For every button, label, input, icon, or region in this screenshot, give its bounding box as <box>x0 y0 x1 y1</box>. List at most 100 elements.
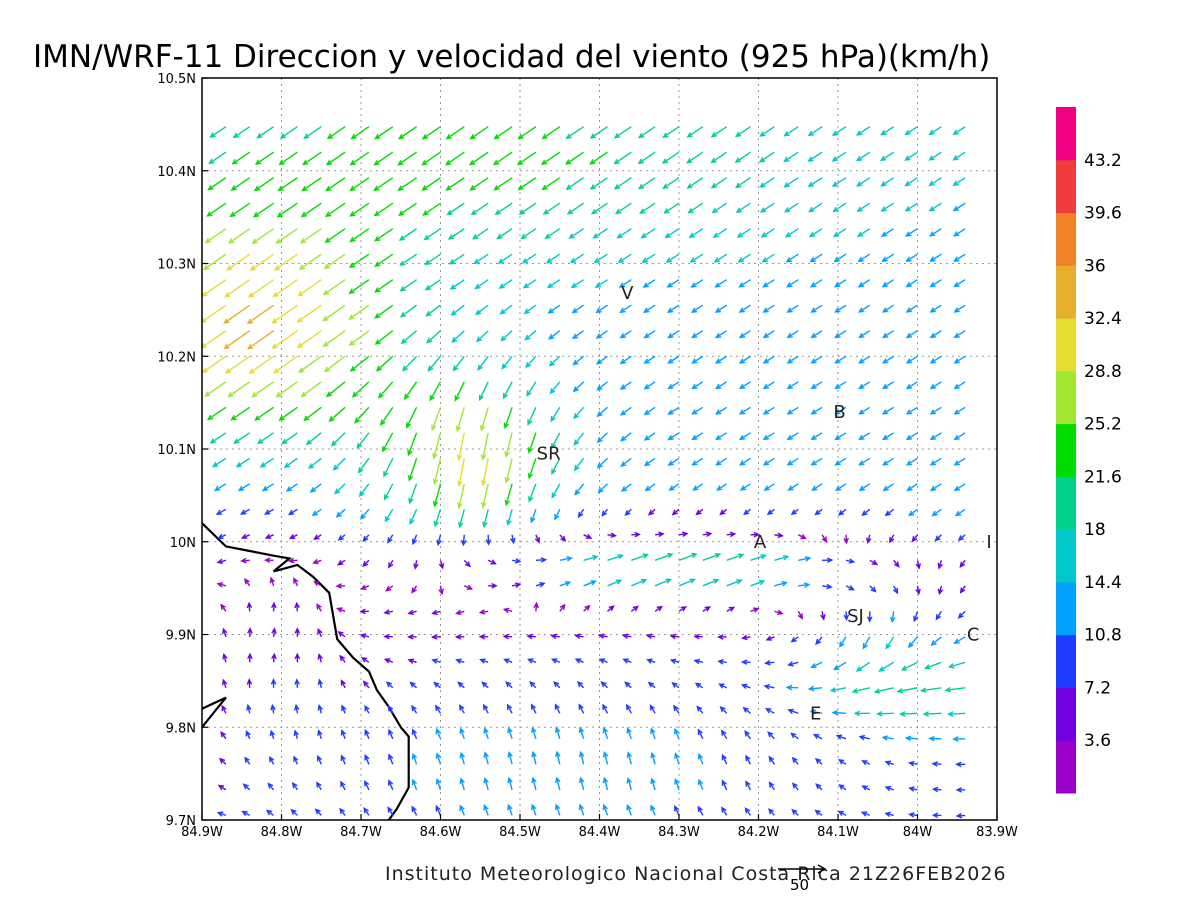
wind-vector <box>809 279 823 288</box>
wind-vector <box>738 432 751 441</box>
wind-vector <box>750 579 766 587</box>
wind-vector-head <box>834 332 841 339</box>
wind-vector-head <box>362 535 369 543</box>
wind-vector-shaft <box>302 177 322 192</box>
wind-vector-head <box>411 805 417 813</box>
wind-vector <box>631 553 650 561</box>
wind-vector-head <box>643 332 650 339</box>
wind-vector-shaft <box>279 406 298 421</box>
wind-vector <box>463 559 471 568</box>
wind-vector-shaft <box>907 483 918 491</box>
wind-vector-head <box>494 209 501 215</box>
wind-vector <box>810 406 823 415</box>
wind-vector-head <box>691 434 698 441</box>
wind-vector-head <box>496 233 503 240</box>
wind-vector-head <box>248 368 255 374</box>
wind-vector-head <box>566 556 573 562</box>
wind-vector-head <box>235 461 243 468</box>
wind-vector-head <box>666 282 673 288</box>
wind-vector <box>873 687 894 694</box>
wind-vector-shaft <box>687 151 704 164</box>
wind-vector-head <box>737 257 744 263</box>
wind-vector <box>559 581 572 587</box>
wind-vector <box>613 126 632 139</box>
wind-vector <box>448 253 465 265</box>
wind-vector <box>721 729 728 740</box>
wind-vector-shaft <box>905 126 918 135</box>
wind-vector-head <box>469 133 476 140</box>
wind-vector <box>905 457 918 466</box>
wind-vector <box>480 432 489 461</box>
wind-vector <box>483 751 489 765</box>
wind-vector-head <box>348 288 355 295</box>
wind-vector <box>239 508 251 515</box>
wind-vector-head <box>411 704 417 712</box>
wind-vector <box>413 560 419 570</box>
wind-vector-head <box>244 756 250 763</box>
wind-vector-head <box>736 579 743 585</box>
wind-vector-head <box>407 609 414 615</box>
wind-vector-shaft <box>306 432 322 445</box>
wind-vector-head <box>313 580 320 587</box>
chart-title: IMN/WRF-11 Direccion y velocidad del vie… <box>33 39 990 75</box>
wind-vector-head <box>485 539 492 546</box>
wind-vector-shaft <box>620 330 632 339</box>
wind-vector-shaft <box>202 304 227 323</box>
wind-vector-head <box>269 755 275 763</box>
wind-vector <box>383 609 393 615</box>
wind-vector-shaft <box>739 406 751 415</box>
wind-vector-head <box>667 460 674 466</box>
wind-vector <box>619 330 632 339</box>
wind-vector-head <box>246 678 253 685</box>
wind-vector-shaft <box>374 228 394 242</box>
wind-vector <box>929 406 942 415</box>
wind-vector-head <box>477 364 483 371</box>
wind-vector-shaft <box>953 151 966 161</box>
wind-vector-head <box>317 678 324 686</box>
wind-vector-head <box>691 332 698 339</box>
wind-vector-head <box>881 281 889 288</box>
wind-vector <box>261 483 274 492</box>
wind-vector-shaft <box>422 177 441 191</box>
wind-vector <box>387 806 394 816</box>
wind-vector <box>834 457 847 466</box>
wind-vector <box>663 202 680 214</box>
wind-vector <box>246 304 275 325</box>
wind-vector-head <box>848 558 856 564</box>
wind-vector-head <box>861 760 868 766</box>
wind-vector <box>768 808 775 816</box>
wind-vector-head <box>613 183 621 190</box>
wind-vector-shaft <box>423 202 441 216</box>
wind-vector-shaft <box>400 279 417 292</box>
wind-vector-head <box>348 340 355 346</box>
wind-vector-head <box>294 678 300 685</box>
wind-vector <box>287 508 298 516</box>
wind-vector <box>479 658 489 664</box>
wind-vector-shaft <box>257 126 274 139</box>
wind-vector-head <box>687 207 694 214</box>
wind-vector-head <box>843 537 849 545</box>
wind-vector-shaft <box>280 126 298 139</box>
wind-vector-shaft <box>351 126 370 139</box>
wind-vector-shaft <box>644 406 656 415</box>
wind-vector <box>662 177 680 189</box>
wind-vector <box>829 687 847 693</box>
wind-vector-head <box>388 779 394 786</box>
wind-vector <box>858 406 871 415</box>
wind-vector-shaft <box>763 432 775 440</box>
wind-vector-head <box>691 358 698 364</box>
wind-vector-head <box>574 658 582 664</box>
wind-vector-shaft <box>650 728 656 740</box>
wind-vector-head <box>450 310 457 316</box>
colorbar-swatch <box>1056 107 1076 161</box>
wind-vector <box>890 611 896 624</box>
wind-vector-shaft <box>399 228 417 241</box>
wind-vector <box>554 508 561 521</box>
wind-vector <box>738 457 751 466</box>
wind-vector-shaft <box>543 202 561 215</box>
wind-vector-shaft <box>833 202 847 212</box>
wind-vector <box>607 532 617 539</box>
wind-vector-head <box>592 554 599 561</box>
wind-vector <box>908 786 918 792</box>
wind-vector <box>335 508 346 518</box>
